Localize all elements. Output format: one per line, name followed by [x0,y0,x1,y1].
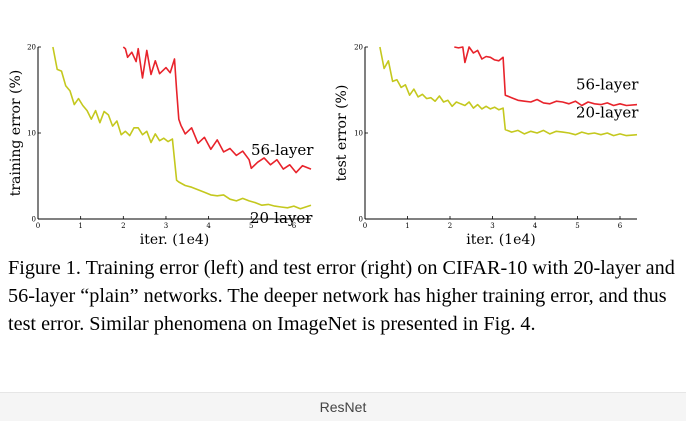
test-y-tick-label: 10 [354,130,363,138]
train-x-tick-label: 2 [121,222,125,230]
test-x-axis-title: iter. (1e4) [466,232,535,248]
train-series-20-layer-label: 20-layer [250,209,313,227]
test-series-20-layer-line [379,46,638,137]
train-y-tick-label: 0 [32,216,36,224]
test-x-tick-label: 5 [575,222,579,230]
test-x-tick-label: 2 [448,222,452,230]
train-x-tick-label: 0 [36,222,40,230]
test-series-56-layer-line [454,46,638,107]
train-x-tick-label: 4 [206,222,211,230]
test-y-tick-label: 20 [354,44,363,52]
test-series-56-layer-label: 56-layer [576,76,639,94]
train-x-tick-label: 3 [164,222,168,230]
test-series-20-layer-label: 20-layer [576,104,639,122]
train-x-tick-label: 5 [249,222,253,230]
test-x-tick-label: 4 [533,222,538,230]
test-y-axis-title: test error (%) [334,85,350,182]
train-series-20-layer-line [52,46,312,210]
figure-caption: Figure 1. Training error (left) and test… [8,257,675,335]
train-chart: 0 1 2 3 4 5 6 0 10 20 iter. (1e4) training error (%… [8,44,314,249]
train-series-56-layer-label: 56-layer [251,141,314,159]
train-y-tick-label: 10 [27,130,36,138]
test-x-tick-label: 1 [405,222,409,230]
test-chart: 0 1 2 3 4 5 6 0 10 20 iter. (1e4) test error (%) 56-… [334,44,639,249]
test-y-tick-label: 0 [359,216,363,224]
train-y-tick-label: 20 [27,44,36,52]
train-x-axis-title: iter. (1e4) [140,232,209,248]
train-series-56-layer-line [122,46,312,174]
train-y-axis-title: training error (%) [8,70,24,197]
test-x-tick-label: 6 [618,222,623,230]
figure: 0 1 2 3 4 5 6 0 10 20 iter. (1e4) training error (%… [8,44,639,249]
train-x-tick-label: 6 [292,222,297,230]
test-x-tick-label: 0 [363,222,367,230]
train-x-tick-label: 1 [78,222,82,230]
footer-bar: ResNet [0,392,686,421]
test-x-tick-label: 3 [490,222,494,230]
footer-label: ResNet [319,399,367,415]
